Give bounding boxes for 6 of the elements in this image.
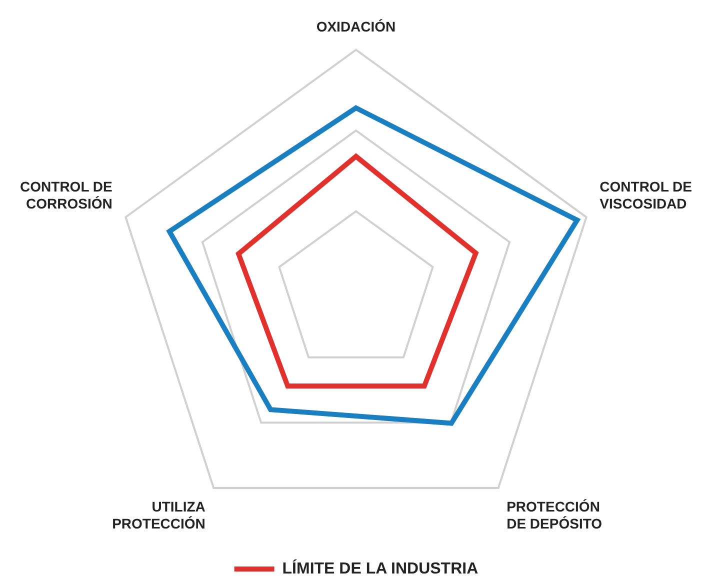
spoke-label: PROTECCIÓN DE DEPÓSITO: [506, 498, 602, 532]
spoke-label: UTILIZA PROTECCIÓN: [112, 498, 206, 532]
spoke-label: OXIDACIÓN: [316, 18, 396, 34]
spoke-label: CONTROL DE CORROSIÓN: [20, 178, 112, 212]
spoke-label: CONTROL DE VISCOSIDAD: [600, 178, 692, 212]
legend-label: LÍMITE DE LA INDUSTRIA: [282, 558, 479, 578]
